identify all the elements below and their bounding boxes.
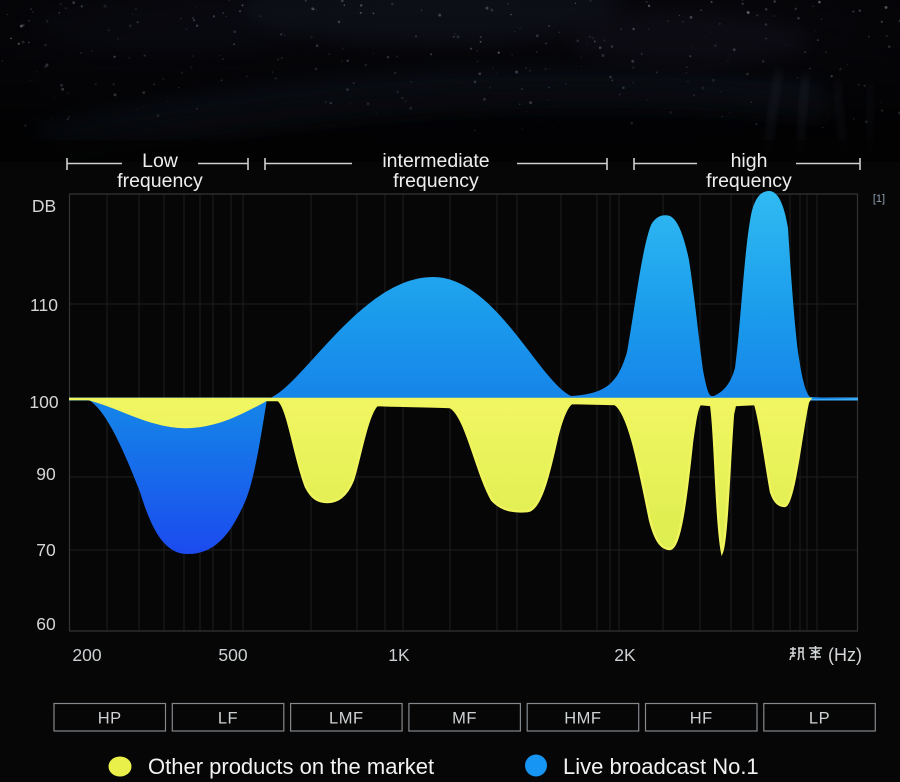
- svg-text:60: 60: [36, 614, 56, 634]
- svg-text:MF: MF: [452, 710, 477, 728]
- svg-text:Other products on the market: Other products on the market: [148, 754, 434, 779]
- svg-text:(Hz): (Hz): [828, 645, 862, 665]
- svg-text:Live broadcast No.1: Live broadcast No.1: [563, 754, 759, 779]
- svg-text:intermediate: intermediate: [382, 150, 489, 172]
- svg-text:DB: DB: [32, 196, 56, 216]
- svg-text:100: 100: [29, 392, 58, 412]
- svg-text:HP: HP: [98, 710, 122, 728]
- svg-text:frequency: frequency: [706, 170, 792, 192]
- svg-text:200: 200: [72, 645, 101, 665]
- svg-text:high: high: [731, 150, 768, 172]
- svg-text:LMF: LMF: [329, 710, 364, 728]
- svg-text:LP: LP: [809, 710, 830, 728]
- svg-text:1K: 1K: [388, 645, 410, 665]
- svg-text:70: 70: [36, 540, 56, 560]
- svg-text:frequency: frequency: [117, 170, 203, 192]
- svg-text:LF: LF: [218, 710, 238, 728]
- svg-text:500: 500: [218, 645, 247, 665]
- svg-text:frequency: frequency: [393, 170, 479, 192]
- svg-text:90: 90: [36, 464, 56, 484]
- svg-text:HF: HF: [690, 710, 713, 728]
- svg-text:HMF: HMF: [564, 710, 601, 728]
- svg-text:[1]: [1]: [873, 193, 885, 205]
- svg-text:110: 110: [30, 295, 58, 315]
- svg-text:2K: 2K: [614, 645, 636, 665]
- svg-text:Low: Low: [142, 150, 179, 172]
